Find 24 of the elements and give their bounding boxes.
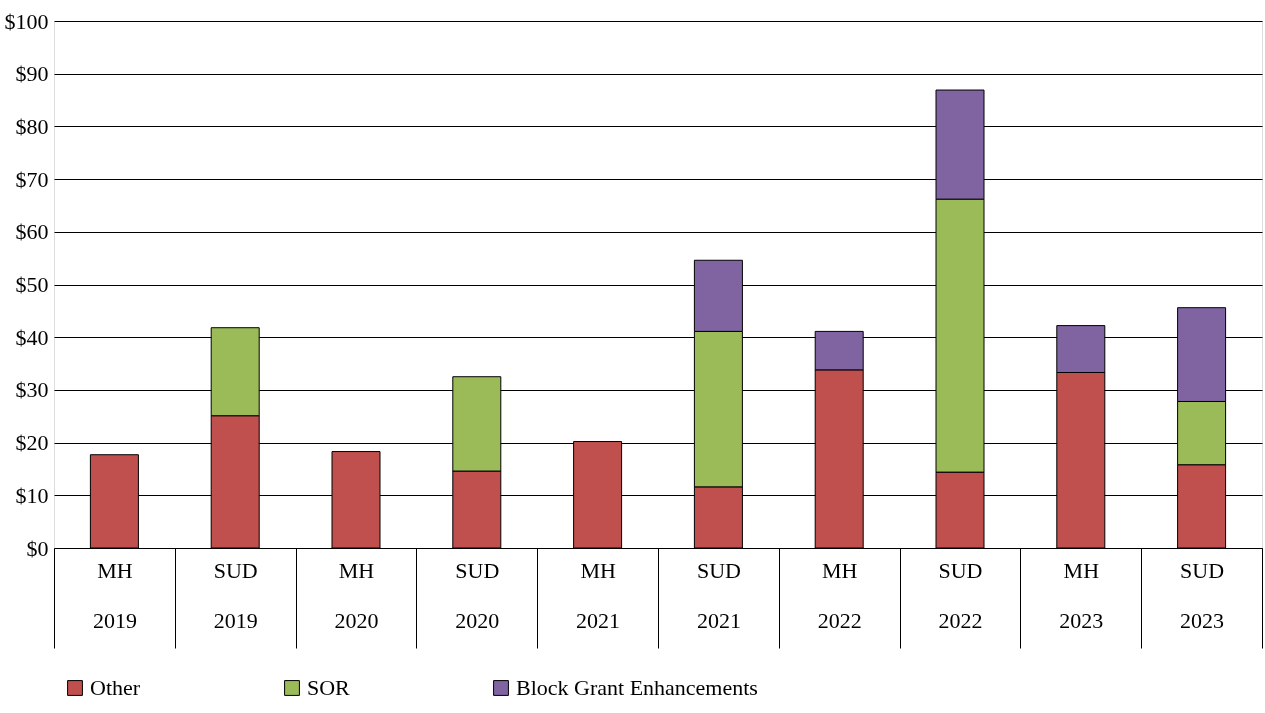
y-tick-label: $80 [15, 113, 49, 139]
x-tick-label: SUD 2022 [938, 557, 983, 633]
y-tick-label: $0 [26, 535, 49, 561]
y-tick-label: $90 [15, 61, 49, 87]
x-tick-label: MH 2023 [1059, 557, 1104, 633]
y-tick-label: $20 [15, 430, 49, 456]
x-tick-label: MH 2019 [92, 557, 137, 633]
y-tick-label: $100 [4, 8, 49, 34]
legend-label: Other [90, 675, 141, 700]
y-tick-label: $10 [15, 482, 49, 508]
x-tick-label: SUD 2020 [455, 557, 500, 633]
y-tick-label: $70 [15, 166, 49, 192]
legend-label: Block Grant Enhancements [516, 675, 758, 700]
y-tick-label: $50 [15, 272, 49, 297]
x-tick-label: SUD 2023 [1180, 557, 1225, 633]
y-tick-label: $60 [15, 219, 49, 245]
x-tick-label: MH 2020 [334, 557, 379, 633]
x-tick-label: MH 2022 [817, 557, 862, 633]
x-tick-label: SUD 2021 [696, 557, 741, 633]
x-tick-label: SUD 2019 [213, 557, 258, 633]
y-tick-label: $30 [15, 377, 49, 403]
y-tick-label: $40 [15, 324, 49, 350]
legend-label: SOR [307, 675, 351, 700]
x-tick-label: MH 2021 [576, 557, 621, 633]
